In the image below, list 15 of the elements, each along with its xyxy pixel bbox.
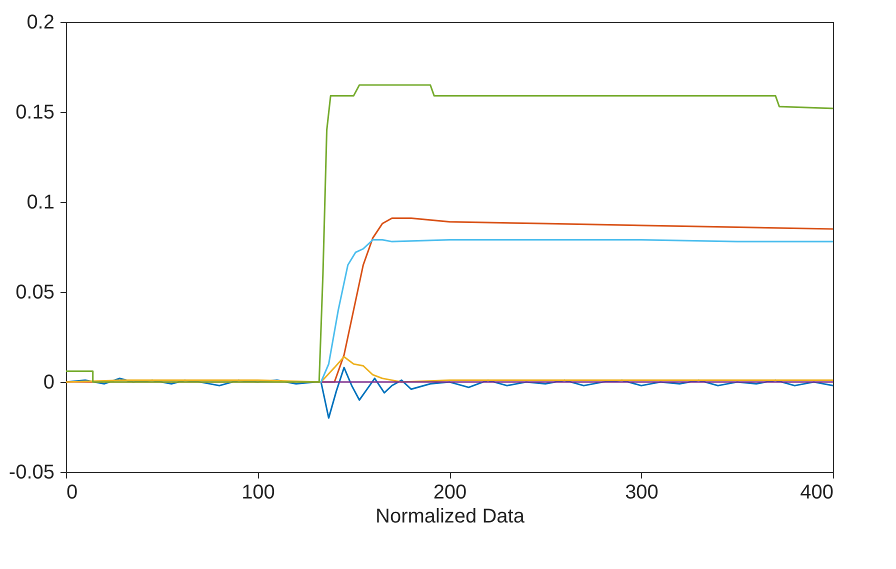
y-tick-label: 0.15: [16, 102, 54, 124]
y-tick-label: 0.2: [26, 12, 54, 34]
x-tick-label: 300: [625, 482, 658, 504]
x-tick-label: 100: [242, 482, 275, 504]
x-tick-label: 0: [66, 482, 78, 504]
line-series: [320, 239, 833, 383]
y-tick-label: 0: [43, 372, 54, 394]
x-axis-title: Normalized Data: [376, 506, 526, 528]
y-tick-label: 0.1: [26, 192, 54, 214]
x-tick-label: 400: [800, 482, 834, 504]
line-series: [66, 356, 833, 383]
y-tick-label: -0.05: [8, 462, 54, 484]
y-tick-label: 0.05: [16, 282, 54, 304]
line-series: [66, 84, 833, 383]
x-tick-label: 200: [433, 482, 467, 504]
